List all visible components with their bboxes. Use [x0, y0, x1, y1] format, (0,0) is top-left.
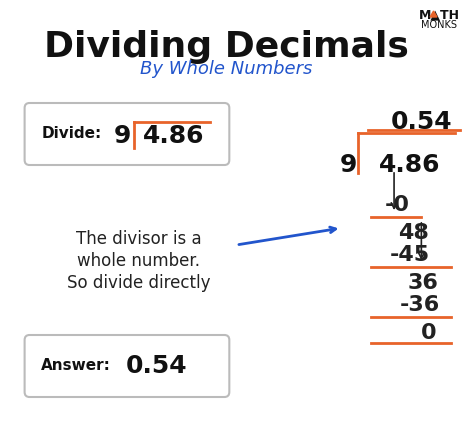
- Text: 4.86: 4.86: [143, 124, 204, 148]
- Text: 0.54: 0.54: [391, 110, 452, 134]
- Text: 36: 36: [408, 273, 439, 293]
- Text: M▲TH: M▲TH: [419, 8, 459, 21]
- Text: 9: 9: [113, 124, 131, 148]
- Text: -36: -36: [399, 295, 439, 315]
- Text: -45: -45: [390, 245, 430, 265]
- Text: MONKS: MONKS: [421, 20, 457, 30]
- FancyBboxPatch shape: [25, 103, 229, 165]
- Text: So divide directly: So divide directly: [67, 274, 210, 292]
- Text: Divide:: Divide:: [41, 127, 101, 142]
- Text: Answer:: Answer:: [41, 359, 111, 374]
- Text: The divisor is a: The divisor is a: [76, 230, 201, 248]
- Text: Dividing Decimals: Dividing Decimals: [44, 30, 409, 64]
- FancyBboxPatch shape: [25, 335, 229, 397]
- Text: 0.54: 0.54: [126, 354, 187, 378]
- Text: 4.86: 4.86: [379, 153, 440, 177]
- Text: 48: 48: [398, 223, 429, 243]
- Text: By Whole Numbers: By Whole Numbers: [140, 60, 312, 78]
- Text: whole number.: whole number.: [77, 252, 200, 270]
- Polygon shape: [430, 11, 437, 17]
- Text: -0: -0: [384, 195, 410, 215]
- Text: 9: 9: [339, 153, 357, 177]
- Text: 0: 0: [421, 323, 437, 343]
